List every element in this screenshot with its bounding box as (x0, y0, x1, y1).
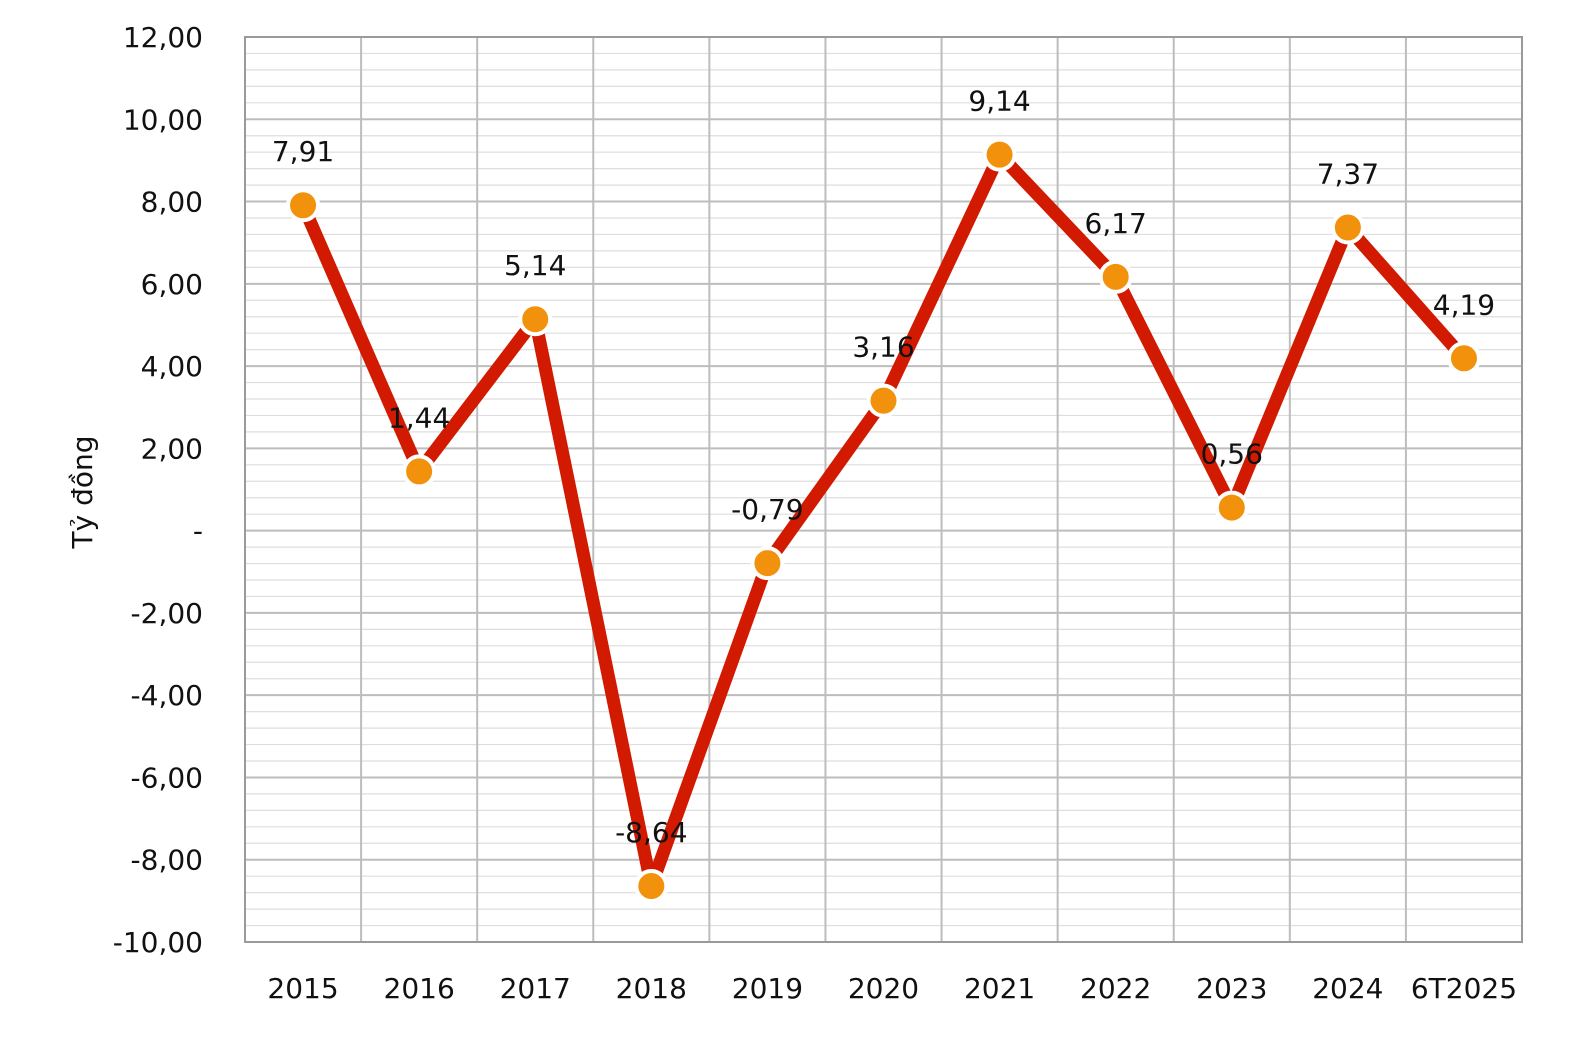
x-tick-label: 2015 (267, 972, 338, 1005)
data-label: -8,64 (615, 816, 687, 849)
x-tick-label: 2023 (1196, 972, 1267, 1005)
y-tick-label: -6,00 (131, 761, 203, 794)
y-tick-label: -2,00 (131, 597, 203, 630)
y-tick-label: 8,00 (141, 186, 203, 219)
x-tick-label: 2024 (1312, 972, 1383, 1005)
plot-border (244, 36, 1523, 943)
plot-frame (244, 36, 1523, 943)
data-point-marker (982, 137, 1017, 172)
y-tick-label: -4,00 (131, 679, 203, 712)
data-point-marker (1098, 259, 1133, 294)
data-point-marker (750, 546, 785, 581)
data-label: 5,14 (504, 249, 566, 282)
x-tick-label: 6T2025 (1411, 972, 1517, 1005)
data-label: 0,56 (1201, 438, 1263, 471)
data-label: 3,16 (852, 331, 914, 364)
y-tick-label: - (193, 515, 203, 548)
x-tick-label: 2017 (500, 972, 571, 1005)
y-axis-title: Tỷ đồng (66, 436, 99, 550)
data-point-marker (1446, 341, 1481, 376)
data-label: 7,37 (1317, 157, 1379, 190)
x-tick-label: 2022 (1080, 972, 1151, 1005)
x-tick-label: 2018 (616, 972, 687, 1005)
data-point-marker (518, 302, 553, 337)
data-label: 7,91 (272, 135, 334, 168)
y-tick-label: 4,00 (141, 350, 203, 383)
data-label: 9,14 (968, 85, 1030, 118)
data-point-marker (1330, 210, 1365, 245)
x-tick-label: 2016 (384, 972, 455, 1005)
data-label: 6,17 (1085, 207, 1147, 240)
y-tick-label: -10,00 (113, 926, 203, 959)
y-tick-label: 6,00 (141, 268, 203, 301)
y-tick-label: 2,00 (141, 432, 203, 465)
x-tick-label: 2020 (848, 972, 919, 1005)
y-axis-tick-labels: 12,00 10,00 8,00 6,00 4,00 2,00 - -2,00 -4,00 -6,… (113, 21, 203, 959)
data-label: 4,19 (1433, 288, 1495, 321)
y-tick-label: 12,00 (123, 21, 203, 54)
data-label: -0,79 (731, 493, 803, 526)
x-tick-label: 2021 (964, 972, 1035, 1005)
data-point-marker (634, 869, 669, 904)
x-tick-label: 2019 (732, 972, 803, 1005)
data-point-marker (286, 188, 321, 223)
data-point-marker (402, 454, 437, 489)
data-point-marker (1214, 490, 1249, 525)
data-label: 1,44 (388, 401, 450, 434)
x-axis-tick-labels: 2015 2016 2017 2018 2019 2020 2021 2022 2023 2024… (267, 972, 1517, 1005)
y-tick-label: 10,00 (123, 103, 203, 136)
series-markers-group (286, 137, 1481, 904)
y-tick-label: -8,00 (131, 844, 203, 877)
data-point-marker (866, 383, 901, 418)
data-labels-group: 7,91 1,44 5,14 -8,64 -0,79 3,16 9,14 6,17 0,56 7,… (272, 85, 1495, 849)
